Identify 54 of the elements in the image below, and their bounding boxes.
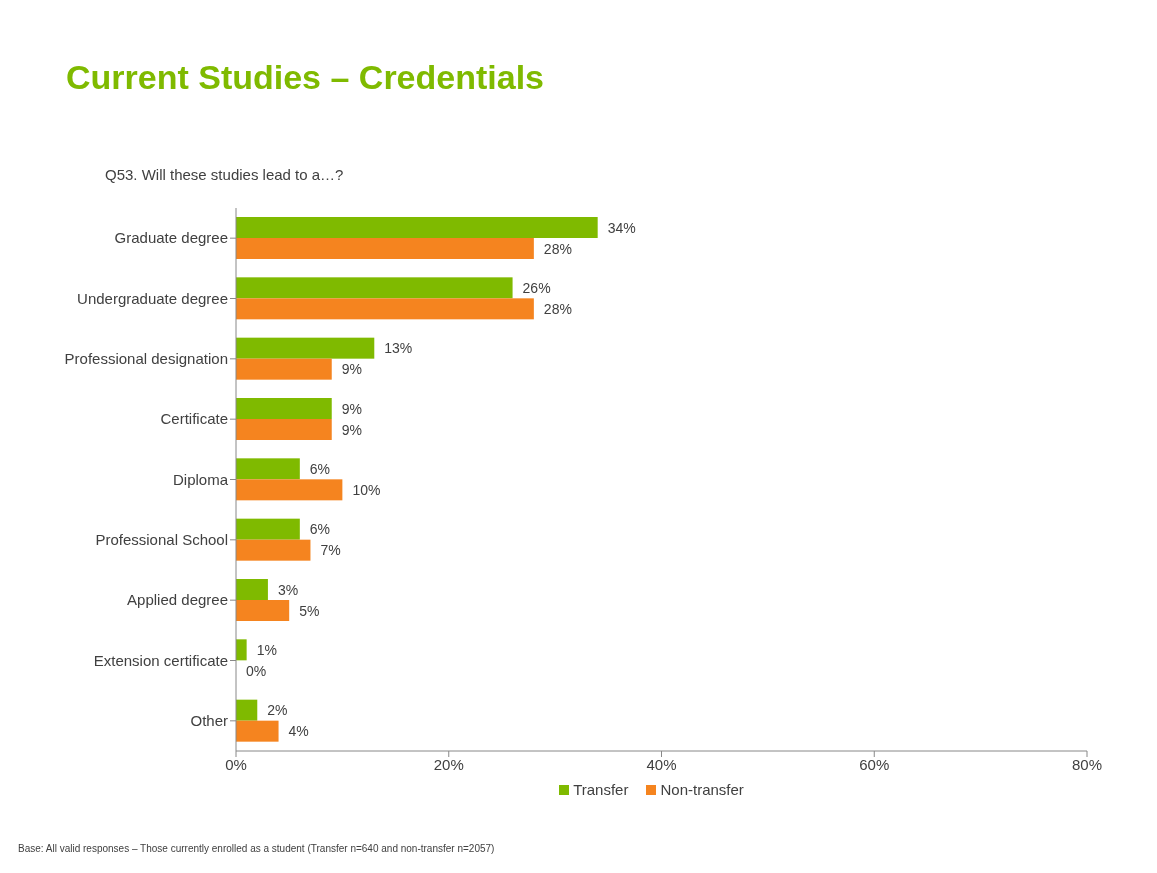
legend-label: Transfer [572,781,629,798]
data-label: 34% [607,219,636,236]
data-label: 9% [341,400,362,417]
data-label: 28% [543,240,572,257]
data-label: 10% [352,481,381,498]
text: Base: All valid responses – Those currently enrolled as a student (Transfer n=640 and non-transfer n=2057) [18,843,495,854]
data-label: 26% [522,279,551,296]
bar [236,238,534,259]
data-label: 4% [288,723,309,740]
bar [236,720,279,742]
data-label: 2% [267,702,288,719]
bar [236,579,268,600]
y-tick-label: Professional designation [64,350,228,368]
y-tick-label: Graduate degree [114,229,228,247]
x-tick-label: 80% [1071,755,1103,773]
y-tick-label: Professional School [95,531,228,549]
bar [236,600,290,621]
bar [236,217,598,238]
bar [236,479,343,501]
chart-subtitle: Q53. Will these studies lead to a…? [105,166,344,183]
bar [236,458,300,480]
bar [236,277,513,299]
x-tick-label: 20% [433,755,464,773]
data-label: 1% [256,641,277,658]
bar [236,398,332,419]
x-tick-label: 40% [646,755,677,773]
bar [236,639,247,661]
data-label: 9% [341,361,362,378]
data-label: 6% [309,460,331,477]
data-label: 7% [320,542,341,559]
chart-title: Current Studies – Credentials [66,58,545,97]
data-label: 0% [246,662,267,679]
bar [236,298,534,320]
bar [236,518,300,540]
data-label: 5% [299,602,320,619]
data-label: 6% [309,521,331,538]
data-label: 28% [543,300,572,317]
bar [236,337,375,359]
data-label: 3% [277,581,299,598]
bar [236,419,332,440]
y-tick-label: Diploma [172,470,229,488]
x-tick-label: 0% [225,755,247,773]
bar [236,539,311,561]
data-label: 13% [384,340,413,357]
y-tick-label: Undergraduate degree [77,289,228,307]
y-tick-label: Extension certificate [93,651,228,669]
y-tick-label: Other [190,712,228,730]
bar [236,699,258,721]
bar [236,358,332,380]
legend-label: Non-transfer [659,781,744,798]
x-tick-label: 60% [859,755,890,773]
y-tick-label: Applied degree [127,591,228,609]
y-tick-label: Certificate [160,410,228,428]
data-label: 9% [341,421,362,438]
